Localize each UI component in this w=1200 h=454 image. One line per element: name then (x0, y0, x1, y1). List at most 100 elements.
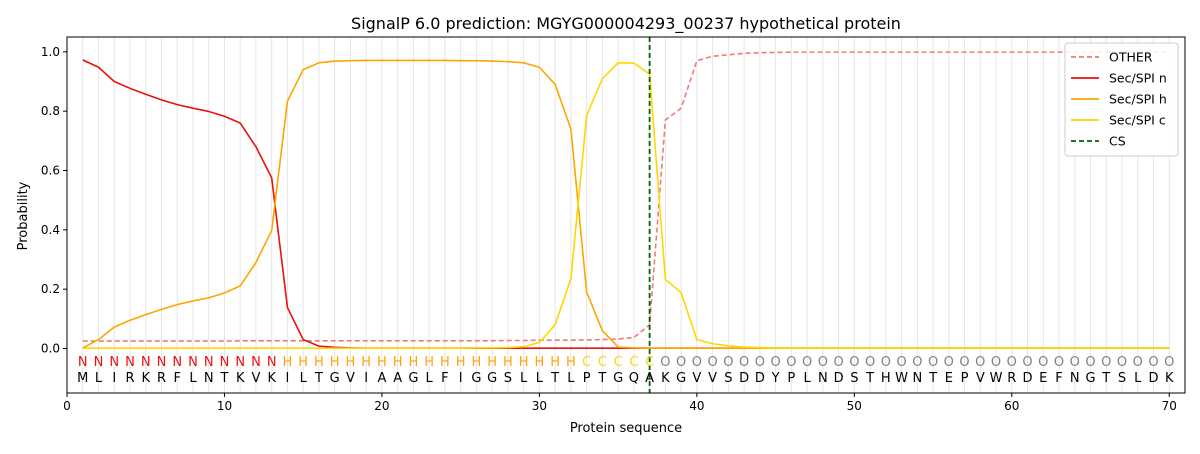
series-line-other (82, 51, 1170, 342)
grid-layer (82, 37, 1170, 393)
residue-label: D (1148, 371, 1158, 386)
region-label: C (614, 355, 623, 370)
region-label: N (188, 355, 198, 370)
residue-label: I (286, 371, 290, 386)
series-layer (82, 37, 1170, 393)
x-tick-label: 20 (374, 399, 389, 413)
residue-label: V (346, 371, 355, 386)
x-tick-label: 60 (1004, 399, 1019, 413)
region-label: N (94, 355, 104, 370)
region-label: C (645, 355, 654, 370)
x-tick-label: 10 (217, 399, 232, 413)
region-label: O (723, 355, 733, 370)
chart-title: SignalP 6.0 prediction: MGYG000004293_00… (351, 14, 901, 34)
region-label: O (959, 355, 969, 370)
residue-label: L (536, 371, 544, 386)
region-label: N (157, 355, 167, 370)
region-label: N (220, 355, 230, 370)
region-label: N (141, 355, 151, 370)
region-label: N (109, 355, 119, 370)
region-label: N (78, 355, 88, 370)
legend: OTHER Sec/SPI n Sec/SPI h Sec/SPI c CS (1064, 42, 1179, 157)
region-label: H (298, 355, 308, 370)
residue-label: G (408, 371, 418, 386)
residue-label: L (1134, 371, 1142, 386)
region-label: C (598, 355, 607, 370)
y-tick-label: 1.0 (41, 45, 60, 59)
region-label: O (1007, 355, 1017, 370)
residue-label: L (189, 371, 197, 386)
residue-label: D (834, 371, 844, 386)
region-label: O (802, 355, 812, 370)
residue-label: D (1023, 371, 1033, 386)
residue-label: K (267, 371, 276, 386)
region-label: N (125, 355, 135, 370)
region-label: O (1101, 355, 1111, 370)
residue-label: V (708, 371, 717, 386)
residue-label: K (1165, 371, 1174, 386)
residue-label: T (597, 371, 606, 386)
region-label: H (566, 355, 576, 370)
region-label: O (928, 355, 938, 370)
residue-label: A (377, 371, 386, 386)
residue-label: S (504, 371, 512, 386)
residue-label: R (1007, 371, 1016, 386)
residue-label: G (330, 371, 340, 386)
residue-label: N (818, 371, 828, 386)
region-label: H (440, 355, 450, 370)
region-label: O (755, 355, 765, 370)
series-line-sec-spi-n (82, 59, 1170, 350)
residue-label: G (1085, 371, 1095, 386)
residue-label: F (173, 371, 180, 386)
region-label: O (739, 355, 749, 370)
residue-label: S (724, 371, 732, 386)
region-label: H (283, 355, 293, 370)
region-label: O (991, 355, 1001, 370)
region-label: O (865, 355, 875, 370)
region-label: H (377, 355, 387, 370)
region-label: O (1148, 355, 1158, 370)
legend-label-sec-spi-n: Sec/SPI n (1109, 71, 1167, 86)
region-label: O (818, 355, 828, 370)
region-label: N (172, 355, 182, 370)
residue-label: F (441, 371, 448, 386)
legend-box (1064, 42, 1179, 157)
residue-label: Y (771, 371, 780, 386)
residue-label: K (236, 371, 245, 386)
residue-label: P (787, 371, 795, 386)
residue-label: G (676, 371, 686, 386)
residue-label: L (426, 371, 434, 386)
residue-label: L (520, 371, 528, 386)
residue-label: A (393, 371, 402, 386)
residue-label: T (219, 371, 228, 386)
region-label: N (267, 355, 277, 370)
residue-label: T (865, 371, 874, 386)
region-label: H (361, 355, 371, 370)
region-label: C (582, 355, 591, 370)
legend-label-other: OTHER (1109, 50, 1153, 65)
legend-label-sec-spi-h: Sec/SPI h (1109, 92, 1167, 107)
region-label: O (786, 355, 796, 370)
y-tick-label: 0.6 (41, 164, 60, 178)
residue-label: N (912, 371, 922, 386)
residue-label: Q (629, 371, 639, 386)
legend-label-cs: CS (1109, 134, 1126, 149)
plot-frame (66, 36, 1186, 394)
residue-label: W (895, 371, 908, 386)
residue-label: L (95, 371, 103, 386)
region-label: N (251, 355, 261, 370)
region-label: H (503, 355, 513, 370)
region-label: O (692, 355, 702, 370)
residue-label: S (850, 371, 858, 386)
residue-label: V (976, 371, 985, 386)
residue-label: E (1039, 371, 1047, 386)
series-line-sec-spi-h (82, 59, 1170, 350)
y-tick-label: 0.2 (41, 282, 60, 296)
region-label: O (849, 355, 859, 370)
residue-label: T (1101, 371, 1110, 386)
residue-label: E (945, 371, 953, 386)
x-tick-label: 30 (532, 399, 547, 413)
residue-label: I (112, 371, 116, 386)
residue-label: K (661, 371, 670, 386)
